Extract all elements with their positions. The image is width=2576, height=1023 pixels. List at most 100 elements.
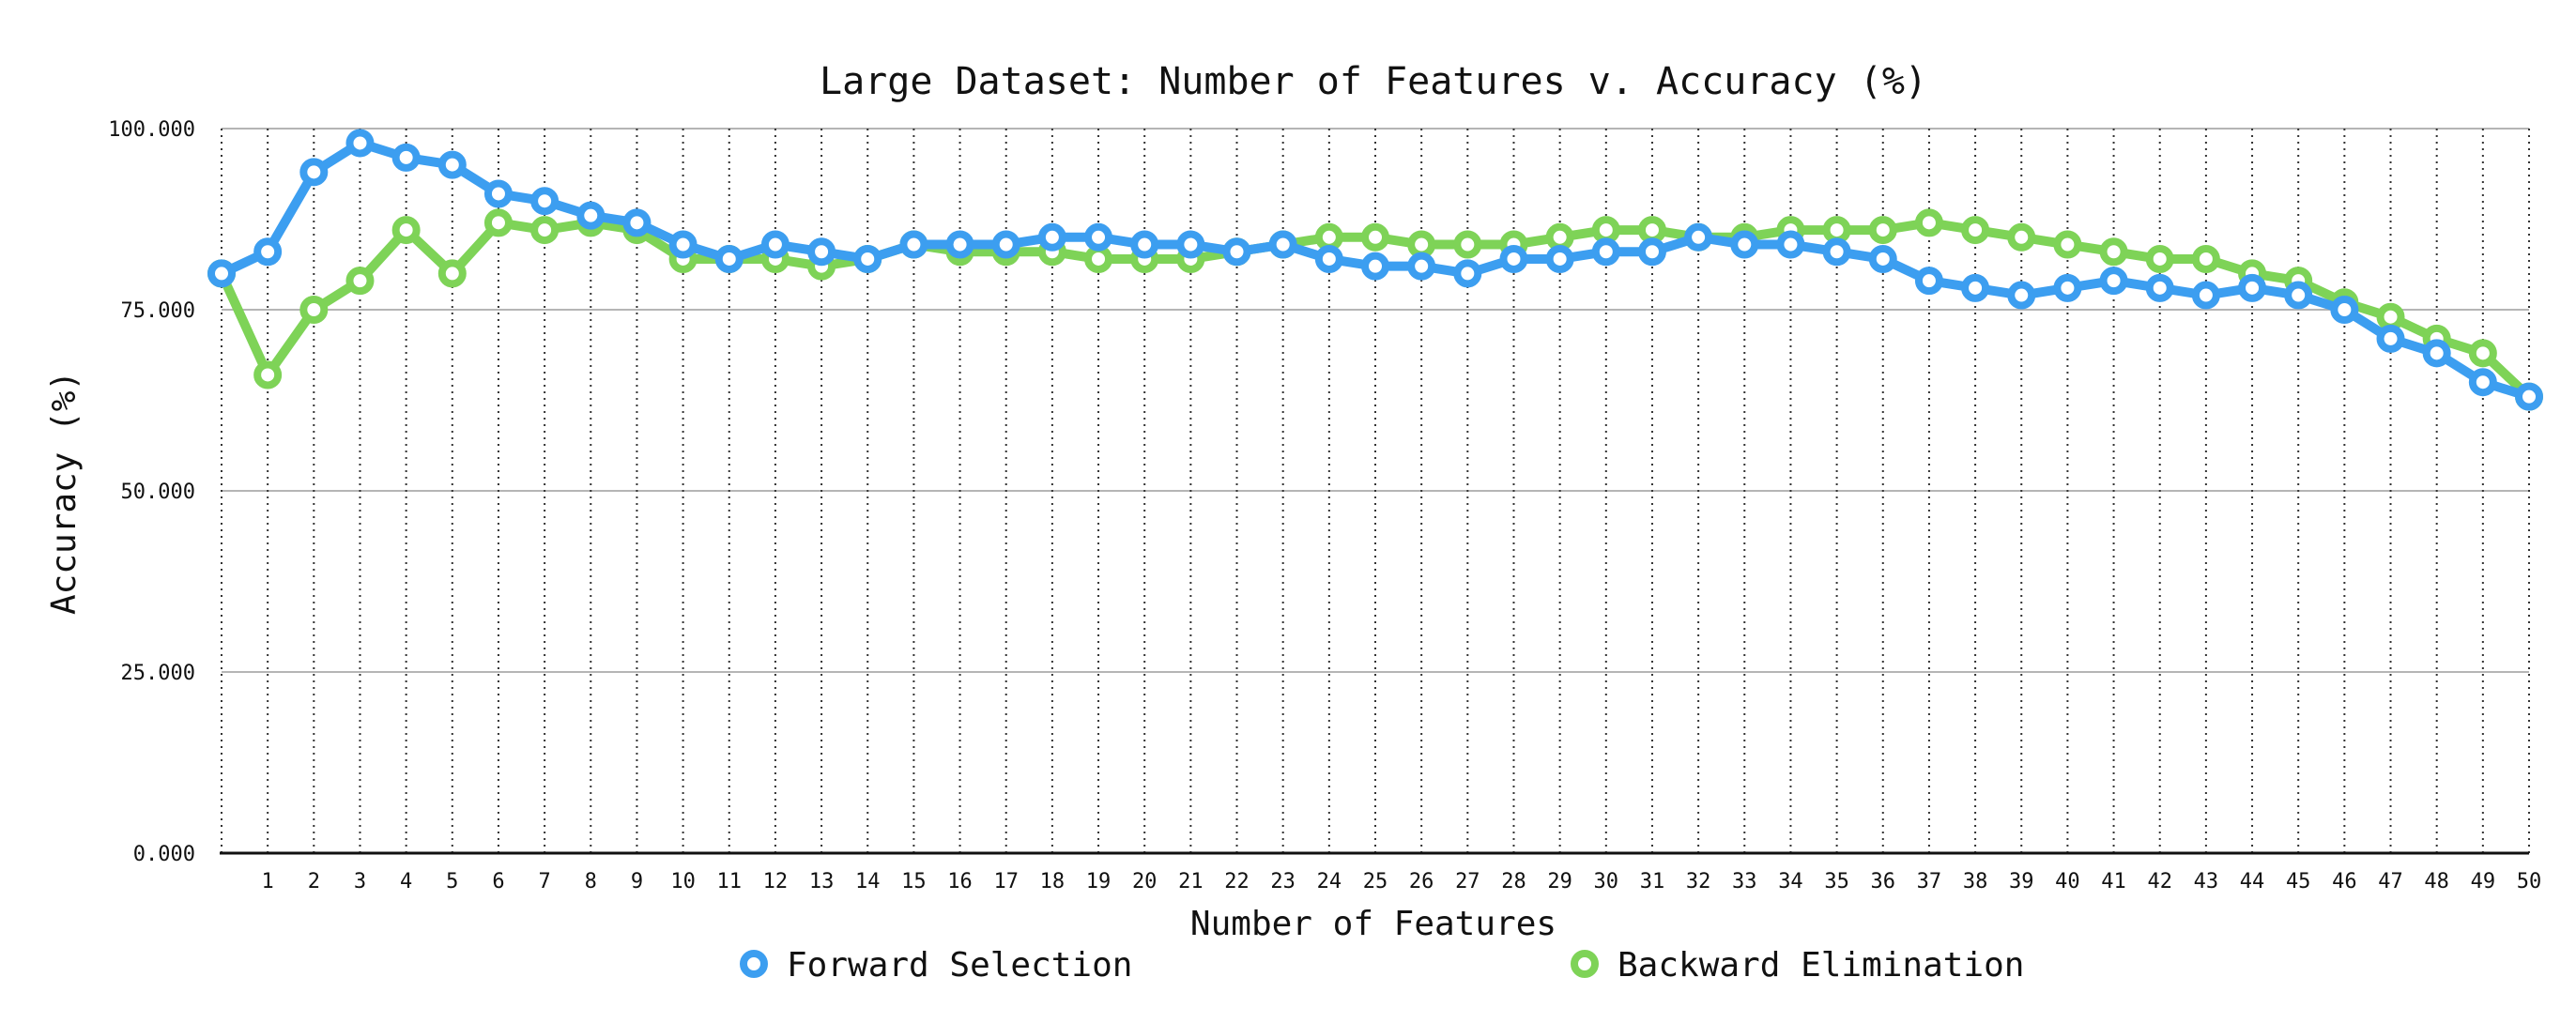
data-point	[2376, 324, 2405, 353]
data-point	[1591, 237, 1620, 267]
data-point	[668, 230, 698, 259]
data-point	[1684, 222, 1713, 252]
data-point	[2099, 267, 2128, 296]
x-tick-label: 15	[901, 870, 927, 893]
data-point	[483, 208, 513, 237]
data-point	[1361, 222, 1389, 252]
data-point	[991, 230, 1020, 259]
data-point	[1130, 230, 1159, 259]
x-tick-label: 11	[717, 870, 743, 893]
x-tick-label: 29	[1547, 870, 1572, 893]
legend: Forward Selection Backward Elimination	[740, 946, 2024, 985]
x-tick-label: 5	[446, 870, 458, 893]
data-point	[1314, 222, 1343, 252]
series-forward-selection	[207, 129, 2543, 411]
x-tick-label: 40	[2055, 870, 2080, 893]
x-tick-label: 44	[2240, 870, 2265, 893]
x-tick-label: 45	[2286, 870, 2311, 893]
legend-label: Backward Elimination	[1618, 946, 2024, 985]
x-tick-label: 14	[855, 870, 881, 893]
x-tick-label: 21	[1178, 870, 1204, 893]
y-axis-label: Accuracy (%)	[45, 371, 84, 615]
data-point	[807, 237, 836, 267]
x-tick-label: 6	[492, 870, 504, 893]
x-tick-label: 36	[1871, 870, 1896, 893]
data-point	[299, 296, 329, 324]
x-tick-label: 10	[670, 870, 696, 893]
x-tick-label: 30	[1594, 870, 1619, 893]
grid	[221, 128, 2530, 853]
x-tick-label: 26	[1409, 870, 1434, 893]
x-tick-label: 18	[1040, 870, 1066, 893]
x-tick-label: 32	[1686, 870, 1711, 893]
data-point	[2145, 244, 2174, 273]
data-point	[207, 259, 236, 288]
data-point	[2099, 237, 2128, 267]
chart-title: Large Dataset: Number of Features v. Acc…	[820, 60, 1927, 103]
x-tick-label: 41	[2101, 870, 2126, 893]
x-tick-label: 16	[947, 870, 973, 893]
data-point	[2145, 273, 2174, 302]
x-tick-label: 38	[1963, 870, 1988, 893]
x-tick-label: 24	[1317, 870, 1342, 893]
data-point	[2515, 382, 2543, 411]
data-point	[1637, 216, 1666, 245]
data-point	[1222, 237, 1251, 267]
data-point	[530, 187, 560, 216]
data-point	[1453, 230, 1482, 259]
x-tick-label: 7	[538, 870, 550, 893]
y-tick-label: 50.000	[121, 481, 195, 504]
x-tick-label: 34	[1778, 870, 1803, 893]
legend-marker	[740, 950, 768, 978]
x-tick-label: 13	[809, 870, 835, 893]
x-tick-label: 4	[400, 870, 412, 893]
data-point	[2468, 368, 2497, 397]
y-tick-label: 75.000	[121, 299, 195, 323]
data-point	[2376, 302, 2405, 331]
data-point	[1591, 216, 1620, 245]
data-point	[2422, 339, 2451, 368]
data-point	[1822, 216, 1851, 245]
x-tick-label: 48	[2424, 870, 2449, 893]
data-point	[1961, 216, 1990, 245]
x-tick-label: 28	[1501, 870, 1526, 893]
data-point	[345, 129, 375, 158]
data-point	[391, 216, 421, 245]
data-point	[1545, 244, 1574, 273]
data-point	[1868, 244, 1897, 273]
data-point	[1361, 252, 1389, 281]
data-point	[299, 158, 329, 187]
data-point	[1407, 230, 1436, 259]
data-point	[1084, 244, 1113, 273]
data-point	[2007, 281, 2036, 310]
data-point	[899, 230, 928, 259]
x-tick-label: 39	[2009, 870, 2034, 893]
data-point	[253, 360, 283, 389]
data-point	[2053, 273, 2082, 302]
series	[207, 129, 2543, 411]
x-tick-label: 37	[1917, 870, 1942, 893]
data-point	[2007, 222, 2036, 252]
x-tick-label: 12	[763, 870, 789, 893]
x-tick-label: 31	[1640, 870, 1665, 893]
x-tick-label: 3	[354, 870, 366, 893]
x-tick-label: 22	[1224, 870, 1250, 893]
data-point	[945, 230, 974, 259]
data-point	[1268, 230, 1297, 259]
data-point	[1868, 216, 1897, 245]
x-tick-label: 23	[1270, 870, 1296, 893]
data-point	[253, 237, 283, 267]
data-point	[437, 259, 467, 288]
data-point	[1037, 222, 1066, 252]
data-point	[1545, 222, 1574, 252]
data-point	[345, 267, 375, 296]
data-point	[2238, 273, 2267, 302]
y-tick-label: 100.000	[108, 118, 195, 142]
data-point	[437, 150, 467, 179]
data-point	[2191, 281, 2220, 310]
x-tick-label: 42	[2147, 870, 2172, 893]
data-point	[2468, 339, 2497, 368]
legend-item: Forward Selection	[740, 946, 1132, 985]
